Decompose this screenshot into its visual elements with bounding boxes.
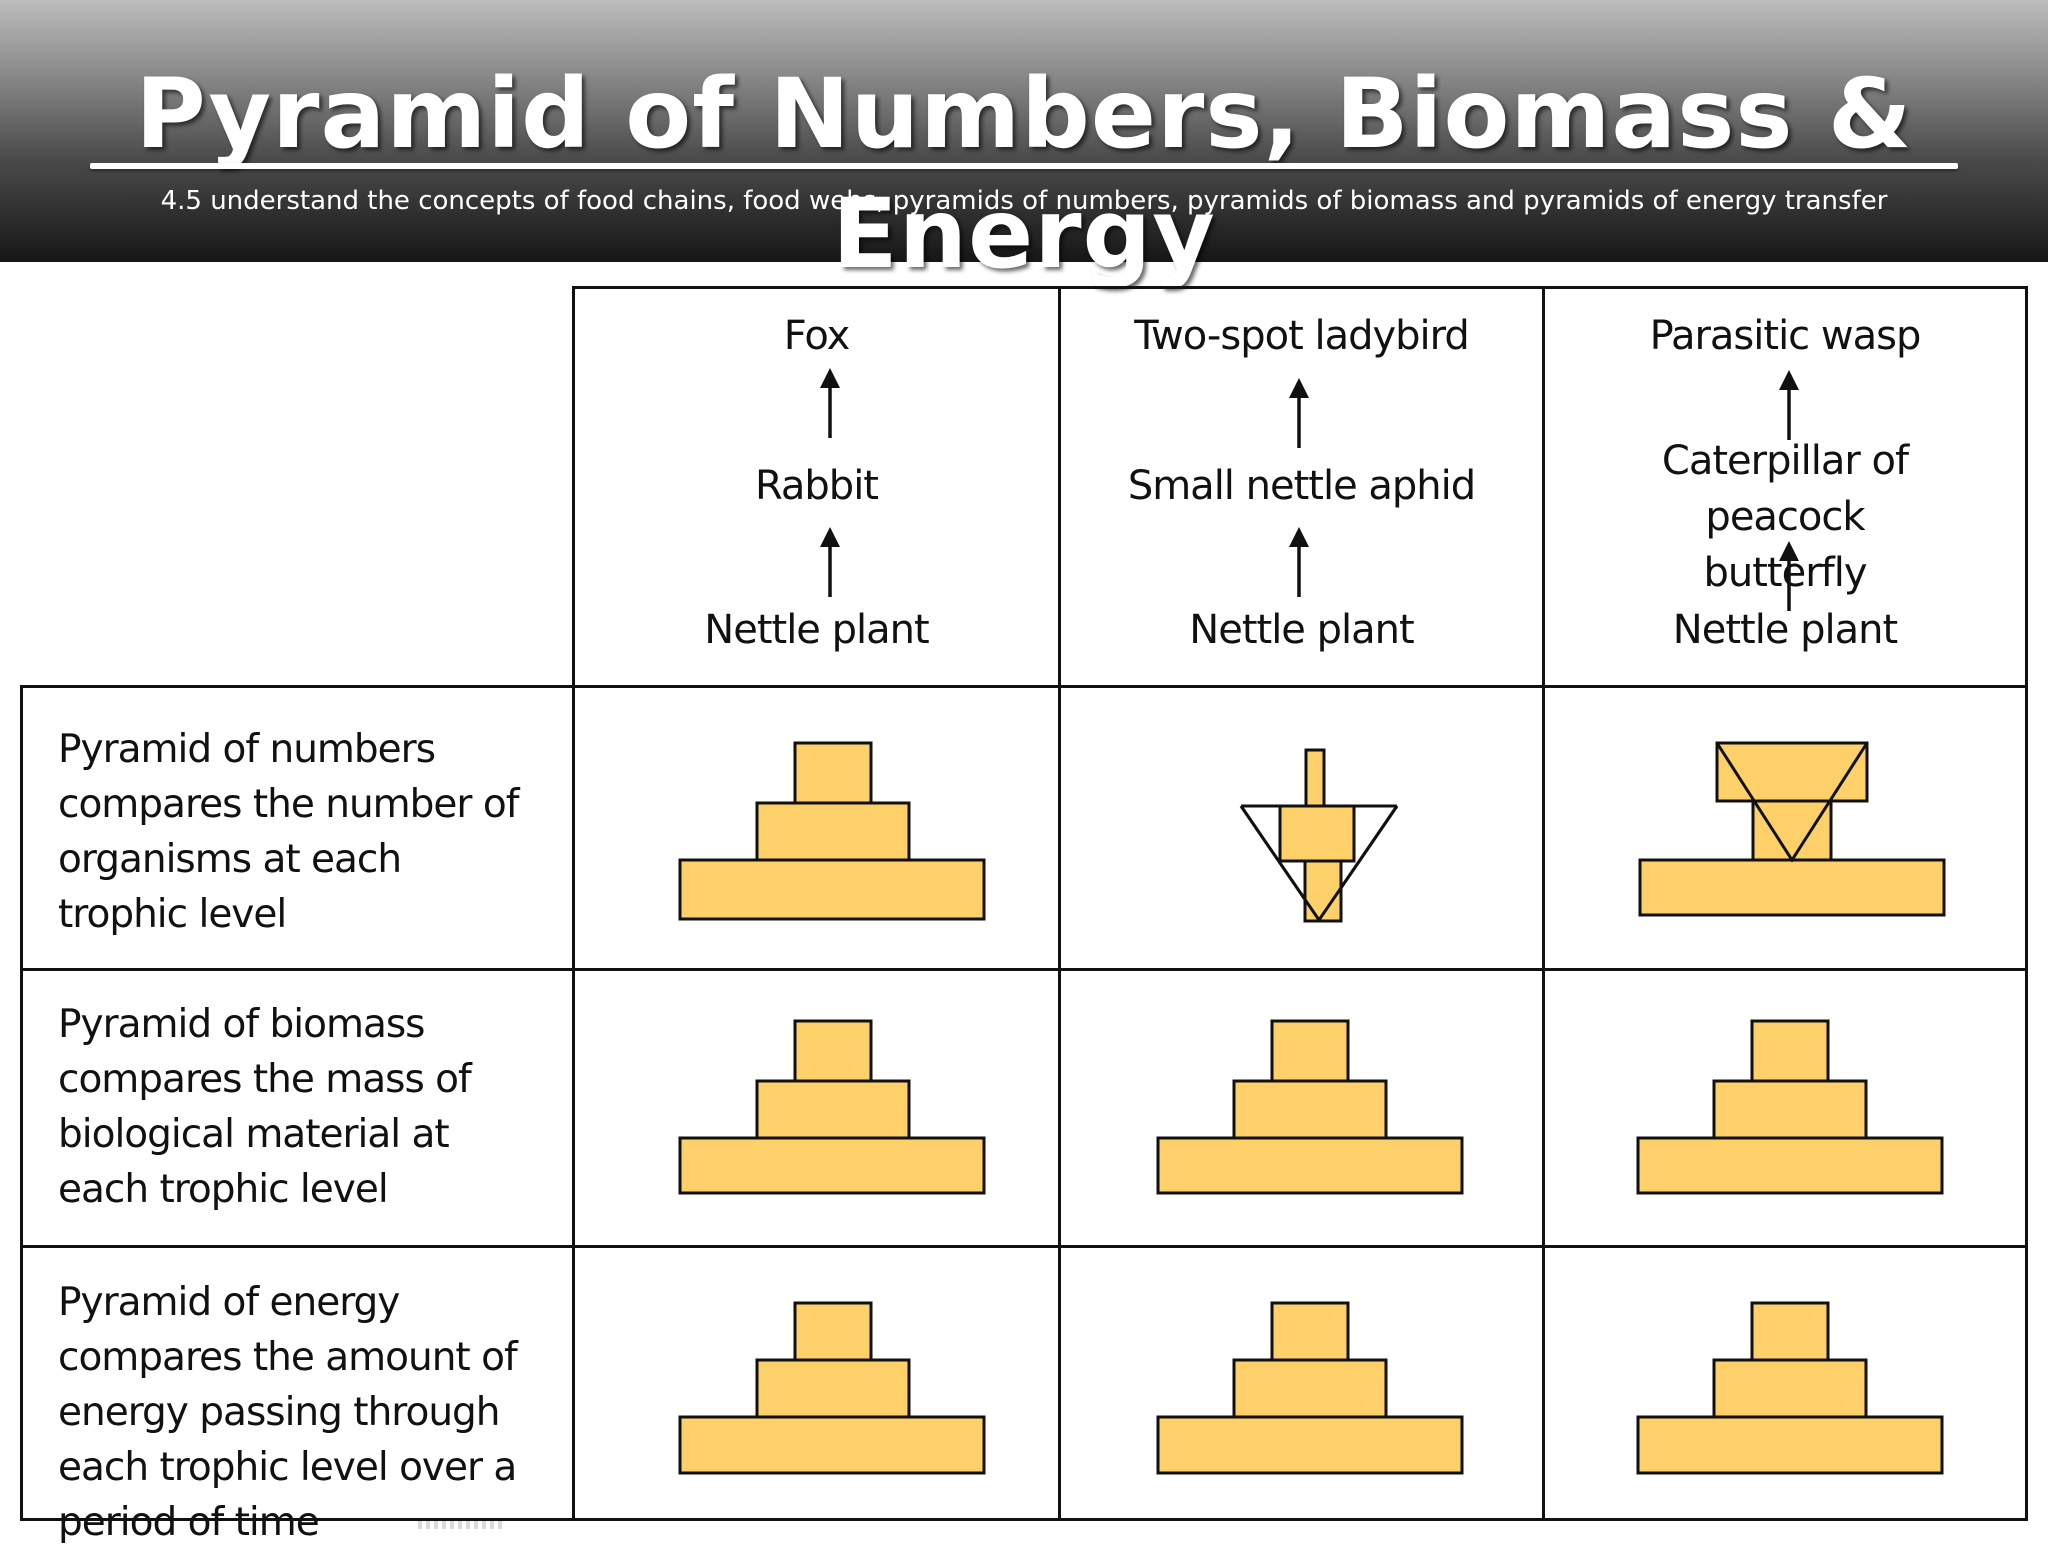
- chain-bottom-organism: Nettle plant: [1672, 607, 1898, 653]
- title-underline: [90, 163, 1958, 169]
- grid-bottom-border: [20, 1518, 2028, 1521]
- page-subtitle: 4.5 understand the concepts of food chai…: [160, 186, 1888, 216]
- grid-top-border: [572, 286, 2028, 289]
- arrow-up-icon: [1779, 541, 1799, 611]
- grid-col3-border: [1542, 286, 1545, 1521]
- energy-pyramid-ladybird: [1156, 1301, 1464, 1475]
- grid-left-border: [20, 685, 23, 1521]
- chain-top-organism: Fox: [783, 313, 851, 359]
- arrow-up-icon: [1289, 527, 1309, 597]
- row-label-biomass: Pyramid of biomass compares the mass of …: [58, 1002, 472, 1212]
- arrow-up-icon: [1779, 370, 1799, 440]
- chain-middle-organism: Rabbit: [754, 463, 879, 509]
- chain-bottom-organism: Nettle plant: [704, 607, 929, 653]
- arrow-up-icon: [820, 368, 840, 438]
- energy-pyramid-fox: [678, 1301, 986, 1475]
- biomass-pyramid-wasp: [1636, 1019, 1944, 1195]
- biomass-pyramid-fox: [678, 1019, 986, 1195]
- arrow-up-icon: [820, 527, 840, 597]
- chain-middle-organism: Caterpillar of peacock butterfly: [1661, 438, 1909, 596]
- footer-dotted-mark: [418, 1521, 502, 1529]
- grid-right-border: [2025, 286, 2028, 1521]
- grid-row1-border: [20, 968, 2028, 971]
- row-label-energy: Pyramid of energy compares the amount of…: [58, 1280, 518, 1545]
- grid-row2-border: [20, 1245, 2028, 1248]
- chain-top-organism: Parasitic wasp: [1649, 313, 1922, 359]
- grid-col2-border: [1058, 286, 1061, 1521]
- numbers-pyramid-wasp: [1638, 741, 1946, 917]
- chain-top-organism: Two-spot ladybird: [1134, 313, 1470, 359]
- grid-header-row-border: [20, 685, 2028, 688]
- page-title: Pyramid of Numbers, Biomass & Energy: [135, 58, 1913, 290]
- arrow-up-icon: [1289, 378, 1309, 448]
- slide-header: Pyramid of Numbers, Biomass & Energy 4.5…: [0, 0, 2048, 290]
- numbers-pyramid-fox: [678, 741, 986, 921]
- biomass-pyramid-ladybird: [1156, 1019, 1464, 1195]
- chain-bottom-organism: Nettle plant: [1189, 607, 1414, 653]
- grid-col1-border: [572, 286, 575, 1521]
- row-label-numbers: Pyramid of numbers compares the number o…: [58, 727, 519, 937]
- chain-middle-organism: Small nettle aphid: [1127, 463, 1476, 509]
- energy-pyramid-wasp: [1636, 1301, 1944, 1475]
- numbers-pyramid-ladybird: [1239, 748, 1399, 923]
